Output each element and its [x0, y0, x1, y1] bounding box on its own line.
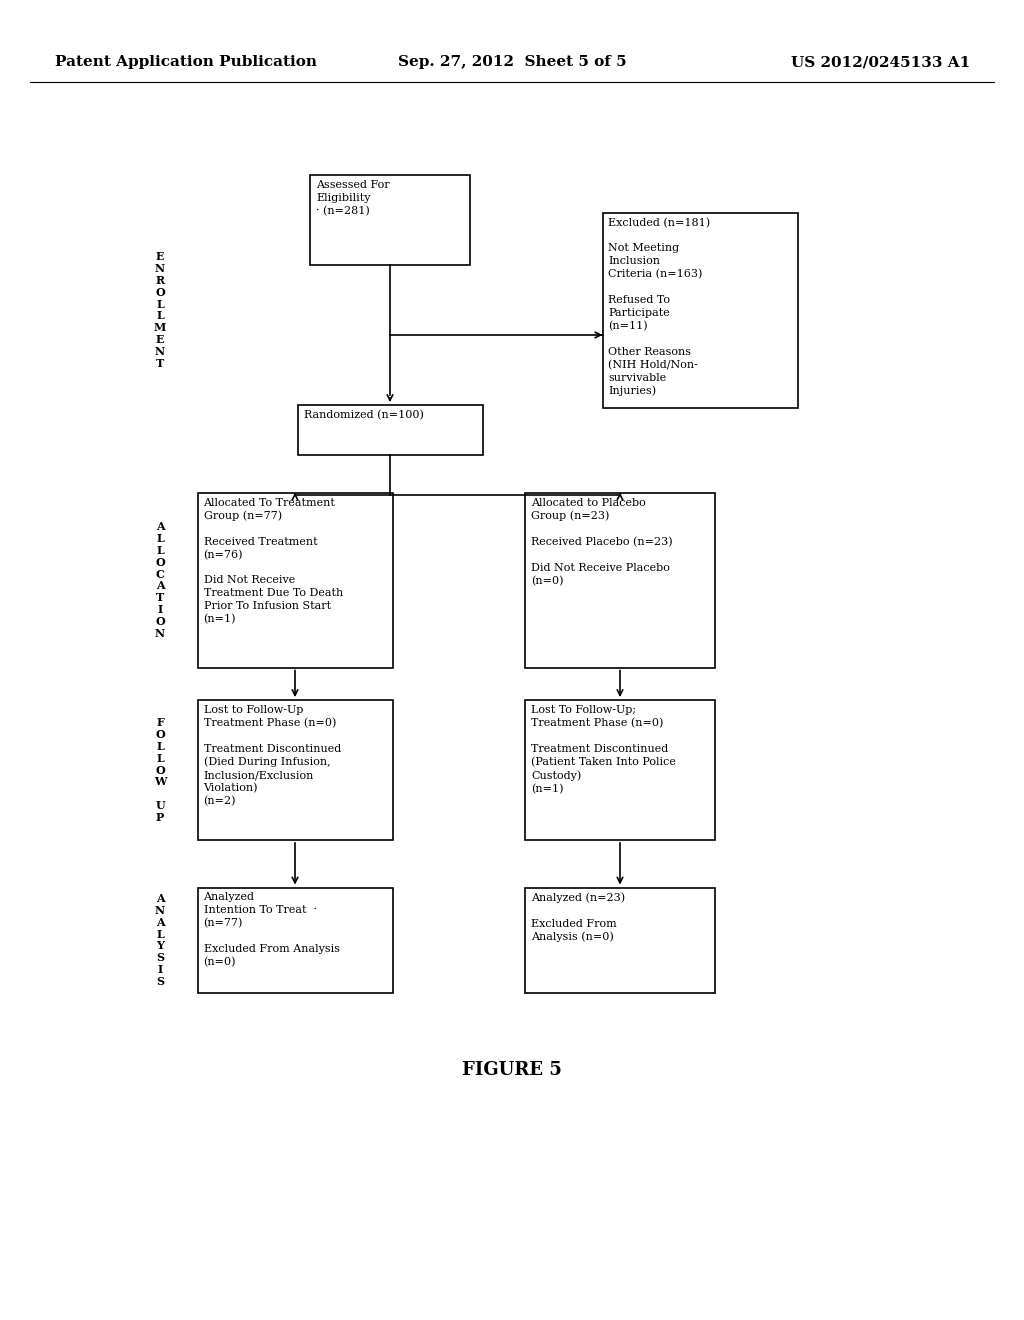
Text: FIGURE 5: FIGURE 5 — [462, 1061, 562, 1078]
Text: E
N
R
O
L
L
M
E
N
T: E N R O L L M E N T — [154, 251, 166, 370]
Text: Randomized (n=100): Randomized (n=100) — [303, 411, 423, 420]
Text: A
N
A
L
Y
S
I
S: A N A L Y S I S — [155, 892, 165, 987]
Text: A
L
L
O
C
A
T
I
O
N: A L L O C A T I O N — [155, 521, 165, 639]
Text: Assessed For
Eligibility
· (n=281): Assessed For Eligibility · (n=281) — [316, 180, 389, 216]
Bar — [198, 700, 392, 840]
Bar — [525, 492, 715, 668]
Text: Lost to Follow-Up
Treatment Phase (n=0)

Treatment Discontinued
(Died During Inf: Lost to Follow-Up Treatment Phase (n=0) … — [204, 705, 341, 807]
Text: Allocated To Treatment
Group (n=77)

Received Treatment
(n=76)

Did Not Receive
: Allocated To Treatment Group (n=77) Rece… — [204, 498, 343, 624]
Text: Excluded (n=181)

Not Meeting
Inclusion
Criteria (n=163)

Refused To
Participate: Excluded (n=181) Not Meeting Inclusion C… — [608, 218, 711, 396]
Text: Lost To Follow-Up;
Treatment Phase (n=0)

Treatment Discontinued
(Patient Taken : Lost To Follow-Up; Treatment Phase (n=0)… — [531, 705, 676, 793]
Bar — [310, 176, 470, 265]
Text: US 2012/0245133 A1: US 2012/0245133 A1 — [791, 55, 970, 69]
Text: Analyzed
Intention To Treat  ·
(n=77)

Excluded From Analysis
(n=0): Analyzed Intention To Treat · (n=77) Exc… — [204, 892, 340, 968]
Text: Patent Application Publication: Patent Application Publication — [55, 55, 317, 69]
Text: F
O
L
L
O
W
 
U
P: F O L L O W U P — [154, 717, 166, 824]
Text: Analyzed (n=23)

Excluded From
Analysis (n=0): Analyzed (n=23) Excluded From Analysis (… — [531, 892, 625, 942]
Text: Sep. 27, 2012  Sheet 5 of 5: Sep. 27, 2012 Sheet 5 of 5 — [397, 55, 627, 69]
Bar — [602, 213, 798, 408]
Bar — [198, 887, 392, 993]
Bar — [525, 700, 715, 840]
Text: Allocated to Placebo
Group (n=23)

Received Placebo (n=23)

Did Not Receive Plac: Allocated to Placebo Group (n=23) Receiv… — [531, 498, 673, 586]
Bar — [525, 887, 715, 993]
Bar — [298, 405, 482, 455]
Bar — [198, 492, 392, 668]
